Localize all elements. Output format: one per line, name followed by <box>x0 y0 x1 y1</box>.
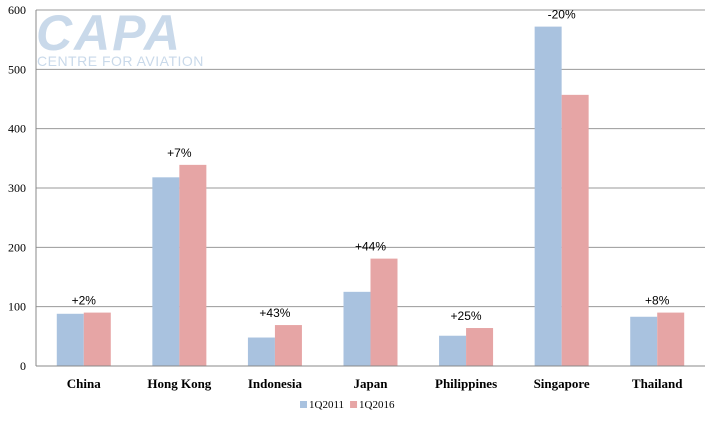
y-axis-ticks: 0 100 200 300 400 500 600 <box>8 3 26 373</box>
legend-label: 1Q2011 <box>309 399 344 411</box>
x-tick-label: Japan <box>354 376 389 391</box>
x-tick-label: Indonesia <box>248 376 303 391</box>
x-axis-ticks: China Hong Kong Indonesia Japan Philippines S… <box>67 376 683 391</box>
y-tick-label: 100 <box>8 300 26 314</box>
y-tick-label: 300 <box>8 181 26 195</box>
bar-1Q2011-philippines <box>439 335 467 366</box>
bar-1Q2011-hong-kong <box>152 177 180 366</box>
bar-1Q2016-singapore <box>561 94 589 366</box>
change-label: +8% <box>645 294 670 308</box>
y-tick-label: 200 <box>8 240 26 254</box>
bars <box>56 26 685 366</box>
y-tick-label: 600 <box>8 3 26 17</box>
x-tick-label: Philippines <box>435 376 497 391</box>
logo-name: CAPA <box>36 5 182 61</box>
change-label: +25% <box>451 309 482 323</box>
bar-1Q2016-philippines <box>466 328 494 366</box>
bar-1Q2016-japan <box>370 258 398 366</box>
capa-logo: CAPA CENTRE FOR AVIATION <box>36 5 204 69</box>
bar-1Q2016-indonesia <box>274 325 302 366</box>
y-tick-label: 0 <box>20 359 26 373</box>
legend-label: 1Q2016 <box>359 399 395 411</box>
bar-1Q2011-thailand <box>630 316 658 366</box>
data-labels: +2% +7% +43% +44% +25% -20% +8% <box>72 8 670 323</box>
change-label: +43% <box>259 306 290 320</box>
change-label: +44% <box>355 240 386 254</box>
change-label: +2% <box>72 294 97 308</box>
legend: 1Q2011 1Q2016 <box>300 399 395 411</box>
bar-1Q2011-japan <box>343 291 371 366</box>
bar-1Q2011-indonesia <box>247 337 275 366</box>
y-tick-label: 400 <box>8 122 26 136</box>
bar-1Q2011-china <box>56 313 84 366</box>
bar-1Q2016-china <box>83 312 111 366</box>
change-label: +7% <box>167 146 192 160</box>
legend-swatch <box>350 401 358 408</box>
x-tick-label: Thailand <box>632 376 683 391</box>
x-tick-label: Hong Kong <box>147 376 211 391</box>
x-tick-label: Singapore <box>534 376 590 391</box>
logo-tagline: CENTRE FOR AVIATION <box>37 53 204 69</box>
bar-1Q2016-thailand <box>657 312 685 366</box>
gridlines <box>36 9 705 308</box>
bar-1Q2011-singapore <box>534 26 562 366</box>
x-tick-label: China <box>67 376 101 391</box>
y-tick-label: 500 <box>8 62 26 76</box>
legend-swatch <box>300 401 307 408</box>
bar-1Q2016-hong-kong <box>179 164 207 366</box>
change-label: -20% <box>548 8 576 22</box>
